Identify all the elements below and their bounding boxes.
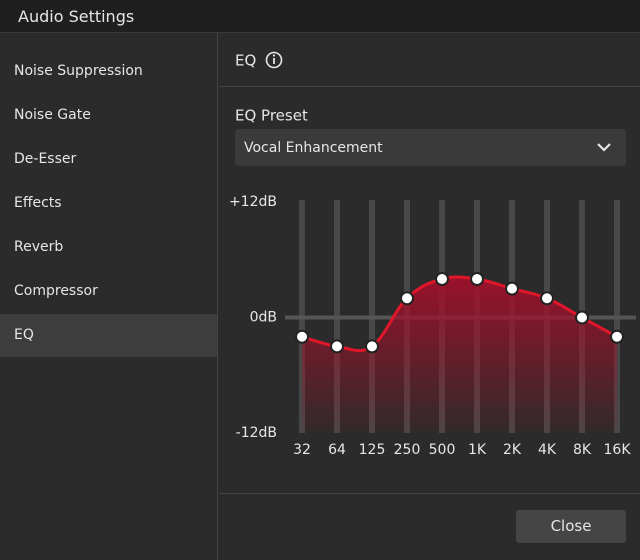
- x-tick-label: 2K: [503, 442, 522, 458]
- eq-handle: [470, 272, 484, 286]
- y-tick-label: 0dB: [250, 310, 277, 326]
- band-slider: [579, 200, 585, 433]
- preset-label: EQ Preset: [235, 107, 308, 125]
- band-slider: [474, 200, 480, 433]
- sidebar-item[interactable]: Reverb: [14, 239, 64, 255]
- sidebar-item[interactable]: De-Esser: [14, 151, 77, 167]
- eq-handle: [330, 339, 344, 354]
- sidebar: Noise Suppression Noise Gate De-Esser Effec…: [0, 33, 218, 560]
- eq-handle: [365, 339, 379, 354]
- band-slider: [544, 200, 550, 433]
- sidebar-item[interactable]: EQ: [0, 314, 217, 357]
- x-tick-label: 500: [429, 442, 456, 458]
- eq-handle: [540, 291, 554, 306]
- eq-handle: [505, 281, 519, 296]
- window-title: Audio Settings: [18, 7, 135, 26]
- band-slider: [509, 200, 515, 433]
- x-tick-label: 16K: [604, 442, 632, 458]
- y-tick-label: +12dB: [229, 194, 277, 210]
- preset-dropdown[interactable]: [235, 129, 626, 166]
- eq-area: [302, 276, 617, 433]
- sidebar-item[interactable]: Noise Suppression: [14, 63, 143, 79]
- x-tick-label: 250: [394, 442, 421, 458]
- sidebar-item[interactable]: Effects: [14, 195, 62, 211]
- eq-handle: [575, 310, 589, 325]
- eq-curve: [301, 275, 618, 353]
- eq-handle: [610, 329, 624, 344]
- band-slider: [299, 200, 305, 433]
- close-button[interactable]: Close: [516, 510, 626, 543]
- sidebar-item[interactable]: Compressor: [14, 283, 98, 299]
- band-slider: [334, 200, 340, 433]
- band-slider: [404, 200, 410, 433]
- x-tick-label: 64: [328, 442, 346, 458]
- band-slider: [369, 200, 375, 433]
- panel-title: EQ: [235, 52, 256, 70]
- sidebar-item[interactable]: Noise Gate: [14, 107, 91, 123]
- info-icon: [265, 51, 283, 69]
- x-tick-label: 8K: [573, 442, 592, 458]
- title-bar: Audio Settings: [0, 0, 640, 33]
- eq-handle: [435, 272, 449, 286]
- band-slider: [614, 200, 620, 433]
- x-tick-label: 1K: [468, 442, 487, 458]
- x-tick-label: 4K: [538, 442, 557, 458]
- band-slider: [439, 200, 445, 433]
- eq-handle: [400, 291, 414, 306]
- x-tick-label: 32: [293, 442, 311, 458]
- eq-handle: [295, 329, 309, 344]
- eq-chart: 32 64 125 250 500 1K 2K 4K 8K 16K -12dB 0dB +12dB: [229, 194, 636, 458]
- x-tick-label: 125: [359, 442, 386, 458]
- y-tick-label: -12dB: [236, 425, 277, 441]
